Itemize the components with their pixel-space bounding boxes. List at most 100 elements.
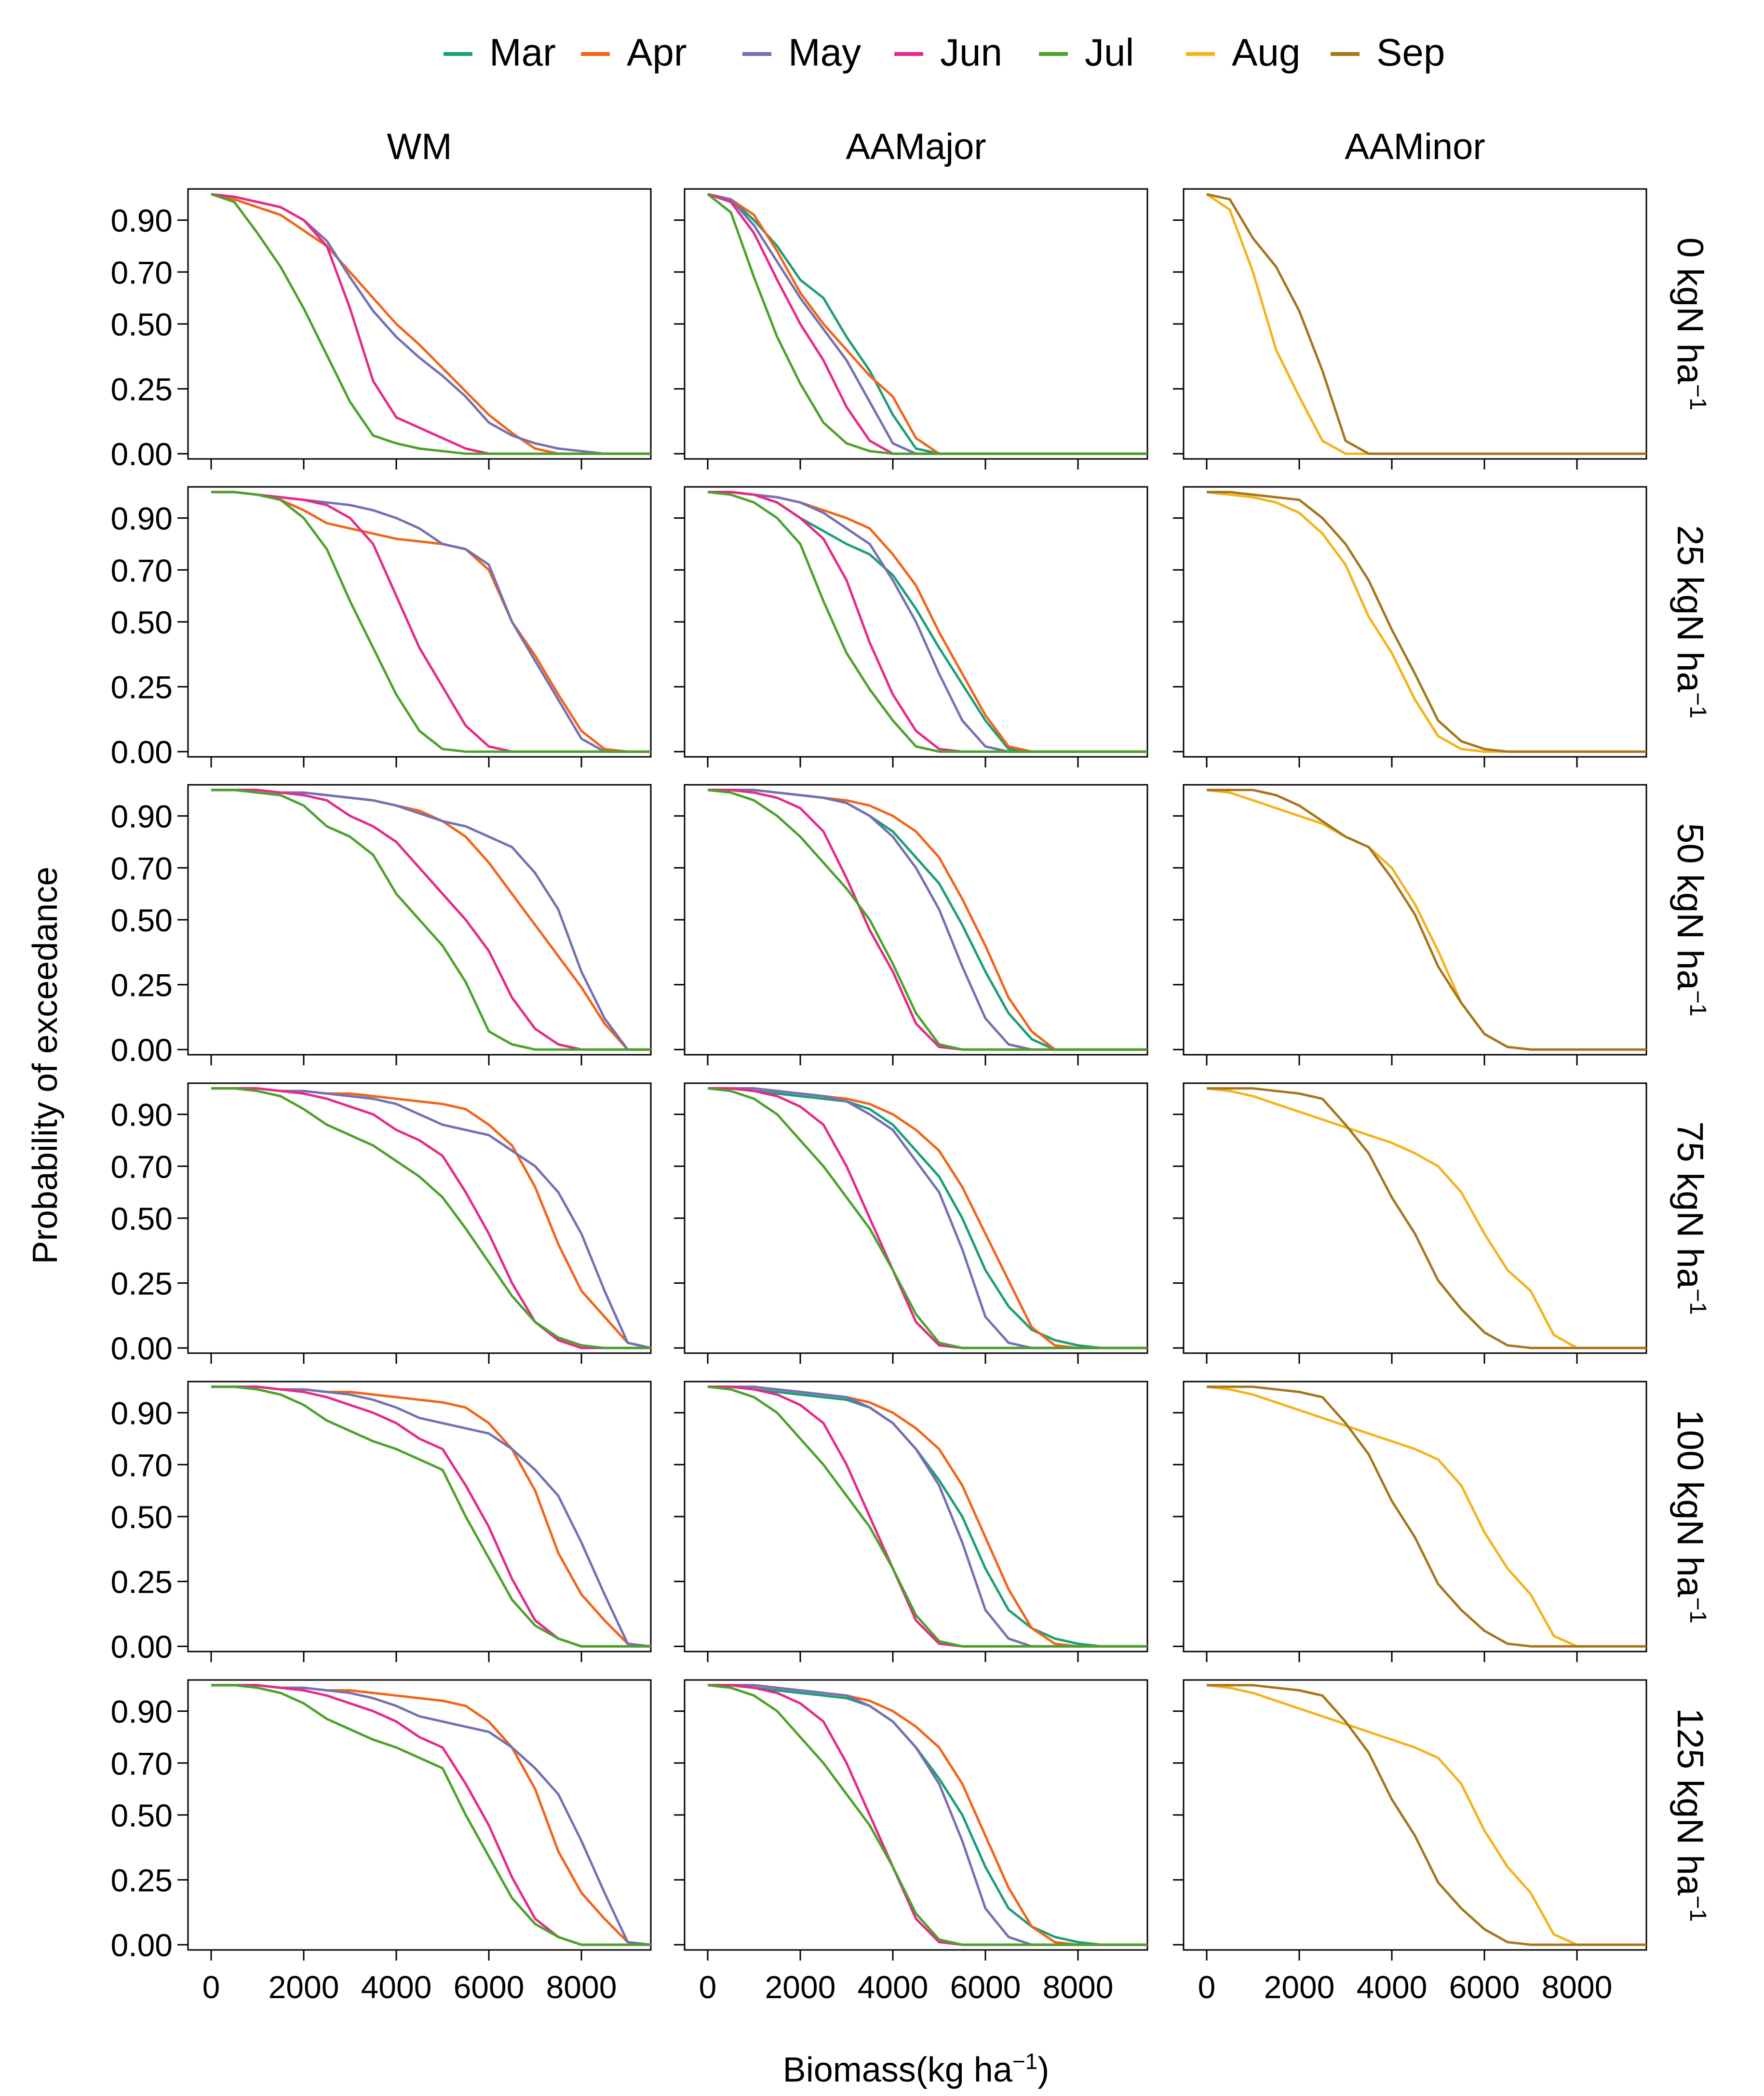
- legend-label-aug: Aug: [1232, 31, 1300, 74]
- panel-aaminor-row-5: 0 2000 4000 6000 8000: [1173, 1679, 1647, 2005]
- y-tick-label: 0.50: [111, 1201, 173, 1236]
- column-header-aaminor: AAMinor: [1345, 126, 1485, 167]
- panel-wm-row-5: 0.00 0.25 0.50 0.70 0.90 0 2000 4000 6000 8000: [111, 1679, 652, 2005]
- series-line-aug: [1206, 1385, 1646, 1648]
- series-line-mar: [708, 1385, 1147, 1648]
- row-header-5: 125 kgN ha−1: [1670, 1708, 1711, 1921]
- series-line-jul: [707, 1087, 1147, 1349]
- y-tick-label: 0.00: [111, 734, 173, 770]
- series-line-jul: [707, 789, 1147, 1051]
- y-tick-label: 0.50: [111, 1499, 173, 1535]
- series-line-aug: [1206, 1684, 1646, 1946]
- x-tick-label: 2000: [1264, 1969, 1335, 2005]
- x-tick-label: 6000: [950, 1969, 1021, 2005]
- y-tick-label: 0.90: [111, 501, 173, 537]
- y-tick-label: 0.70: [111, 1447, 173, 1483]
- y-tick-label: 0.50: [111, 1798, 173, 1833]
- row-header-sup: −1: [1685, 384, 1711, 411]
- series-line-sep: [1207, 491, 1646, 753]
- row-header-sup: −1: [1685, 1597, 1711, 1624]
- y-axis-label: Probability of exceedance: [26, 867, 65, 1264]
- row-header-0: 0 kgN ha−1: [1670, 238, 1711, 411]
- y-tick-label: 0.90: [111, 203, 173, 239]
- series-line-jul: [211, 491, 651, 753]
- series-line-jul: [211, 1087, 651, 1349]
- panel-aaminor-row-3: [1173, 1082, 1647, 1364]
- y-tick-label: 0.25: [111, 1863, 173, 1898]
- x-tick-label: 4000: [858, 1969, 929, 2005]
- row-header-sup: −1: [1685, 990, 1711, 1017]
- row-header-4: 100 kgN ha−1: [1670, 1410, 1711, 1623]
- y-tick-label: 0.70: [111, 255, 173, 290]
- series-line-jul: [211, 1385, 651, 1648]
- series-line-mar: [708, 1684, 1147, 1946]
- series-line-aug: [1206, 1087, 1646, 1349]
- y-tick-label: 0.90: [111, 1396, 173, 1431]
- series-line-sep: [1207, 1385, 1646, 1648]
- x-axis-label: Biomass(kg ha−1): [783, 2049, 1050, 2089]
- row-header-label: 75 kgN ha: [1670, 1121, 1710, 1289]
- series-line-sep: [1207, 1684, 1646, 1946]
- y-tick-label: 0.70: [111, 1149, 173, 1184]
- x-axis-label-close: ): [1037, 2051, 1049, 2089]
- series-line-sep: [1207, 789, 1646, 1051]
- y-tick-label: 0.50: [111, 605, 173, 640]
- legend-label-sep: Sep: [1376, 31, 1445, 74]
- panel-wm-row-0: 0.00 0.25 0.50 0.70 0.90: [111, 188, 652, 472]
- y-tick-label: 0.25: [111, 1266, 173, 1302]
- row-header-3: 75 kgN ha−1: [1670, 1121, 1711, 1315]
- series-line-mar: [708, 1087, 1147, 1349]
- y-tick-label: 0.50: [111, 307, 173, 342]
- x-tick-label: 4000: [1357, 1969, 1427, 2005]
- y-tick-label: 0.00: [111, 1629, 173, 1665]
- x-tick-label: 0: [699, 1969, 717, 2005]
- row-header-label: 100 kgN ha: [1670, 1410, 1710, 1597]
- panel-wm-row-3: 0.00 0.25 0.50 0.70 0.90: [111, 1082, 652, 1366]
- y-tick-label: 0.90: [111, 799, 173, 834]
- x-tick-label: 0: [1198, 1969, 1216, 2005]
- x-tick-label: 6000: [1449, 1969, 1520, 2005]
- x-tick-label: 8000: [546, 1969, 617, 2005]
- y-tick-label: 0.70: [111, 1746, 173, 1781]
- legend-label-may: May: [788, 31, 861, 74]
- y-tick-label: 0.25: [111, 1564, 173, 1600]
- panel-aamajor-row-0: [674, 188, 1148, 470]
- x-axis-label-main: Biomass(kg ha: [783, 2051, 1013, 2089]
- y-tick-label: 0.00: [111, 1032, 173, 1068]
- y-tick-label: 0.70: [111, 850, 173, 886]
- x-tick-label: 2000: [269, 1969, 339, 2005]
- x-tick-label: 4000: [361, 1969, 432, 2005]
- x-tick-label: 0: [202, 1969, 220, 2005]
- series-line-jul: [211, 789, 651, 1051]
- row-header-sup: −1: [1685, 1895, 1711, 1922]
- y-tick-label: 0.90: [111, 1694, 173, 1730]
- panel-aamajor-row-4: [674, 1381, 1148, 1662]
- series-line-jul: [211, 193, 651, 455]
- y-tick-label: 0.90: [111, 1097, 173, 1133]
- y-tick-label: 0.25: [111, 967, 173, 1003]
- x-axis-label-sup: −1: [1012, 2049, 1037, 2074]
- y-tick-label: 0.25: [111, 372, 173, 407]
- row-header-1: 25 kgN ha−1: [1670, 525, 1711, 718]
- panel-aaminor-row-2: [1173, 784, 1647, 1065]
- panel-aamajor-row-5: 0 2000 4000 6000 8000: [674, 1679, 1148, 2005]
- series-line-sep: [1206, 193, 1646, 455]
- row-header-label: 25 kgN ha: [1670, 525, 1710, 692]
- y-tick-label: 0.00: [111, 436, 173, 472]
- series-line-jul: [707, 1684, 1147, 1946]
- panel-wm-row-4: 0.00 0.25 0.50 0.70 0.90: [111, 1381, 652, 1665]
- y-tick-label: 0.70: [111, 552, 173, 588]
- panel-aamajor-row-3: [674, 1082, 1148, 1364]
- x-tick-label: 8000: [1043, 1969, 1114, 2005]
- x-tick-label: 2000: [765, 1969, 836, 2005]
- column-headers: WM AAMajor AAMinor: [387, 126, 1485, 167]
- row-header-label: 125 kgN ha: [1670, 1708, 1710, 1895]
- y-tick-label: 0.50: [111, 902, 173, 938]
- panel-aamajor-row-2: [674, 784, 1148, 1065]
- series-line-sep: [1207, 1087, 1646, 1349]
- panel-wm-row-2: 0.00 0.25 0.50 0.70 0.90: [111, 784, 652, 1068]
- legend: Mar Apr May Jun Jul Aug Sep: [444, 31, 1445, 74]
- column-header-aamajor: AAMajor: [846, 126, 986, 167]
